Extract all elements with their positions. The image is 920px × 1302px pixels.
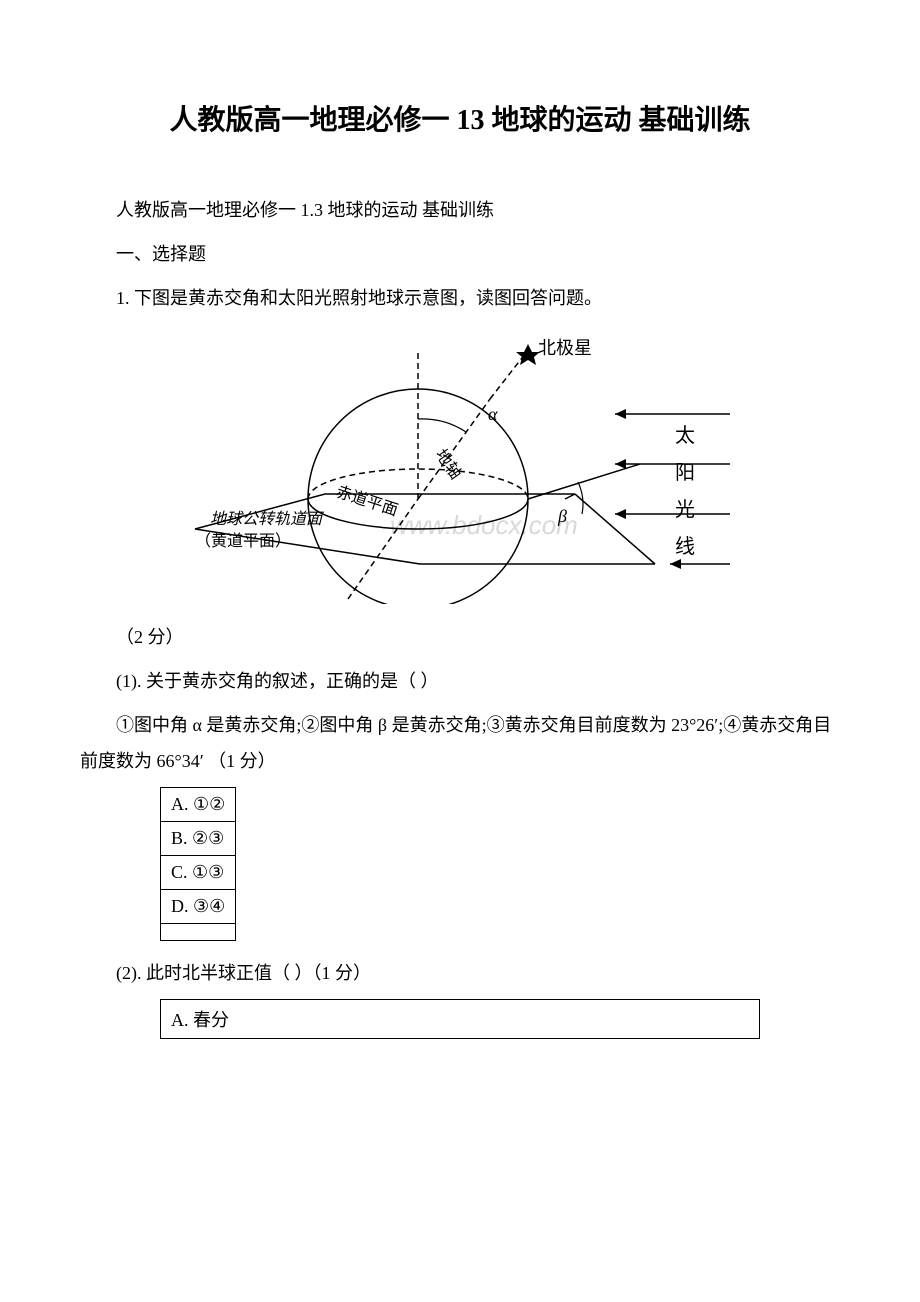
sun-label-1: 太	[675, 424, 695, 447]
q1-1-option-b: B. ②③	[161, 822, 236, 856]
q1-1-option-d: D. ③④	[161, 890, 236, 924]
axis-upper-out	[490, 354, 525, 399]
sun-label-2: 阳	[675, 461, 695, 484]
watermark-text: www.bdocx.com	[390, 510, 578, 540]
equator-plane-label: 赤道平面	[334, 483, 400, 520]
orbit-plane-label: 地球公转轨道面	[210, 510, 325, 528]
sun-label-4: 线	[675, 535, 695, 558]
axis-upper-in	[418, 399, 490, 499]
q1-1-options-table: A. ①② B. ②③ C. ①③ D. ③④	[160, 787, 236, 941]
q1-1-option-a: A. ①②	[161, 788, 236, 822]
beta-label: β	[557, 506, 567, 526]
q1-2-stem: (2). 此时北半球正值（ ）（1 分）	[80, 955, 840, 991]
sun-arrow-1-head	[615, 409, 626, 419]
q1-points: （2 分）	[80, 619, 840, 655]
ecliptic-right-line	[575, 494, 655, 564]
q1-stem: 1. 下图是黄赤交角和太阳光照射地球示意图，读图回答问题。	[80, 280, 840, 316]
polaris-label: 北极星	[538, 338, 592, 358]
polaris-star-icon	[516, 344, 540, 365]
equator-plane-extension	[528, 464, 640, 499]
page-title: 人教版高一地理必修一 13 地球的运动 基础训练	[80, 100, 840, 142]
q1-1-option-c: C. ①③	[161, 856, 236, 890]
sun-label-3: 光	[675, 498, 695, 521]
alpha-label: α	[488, 404, 498, 424]
diagram: www.bdocx.com 北极星	[80, 324, 840, 609]
sun-arrow-3-head	[615, 509, 626, 519]
alpha-arc	[418, 419, 466, 432]
axis-label: 地轴	[432, 446, 465, 483]
q1-2-option-a: A. 春分	[161, 1000, 760, 1039]
q1-1-option-empty	[161, 924, 236, 941]
q1-1-stem: (1). 关于黄赤交角的叙述，正确的是（ ）	[80, 663, 840, 699]
sun-arrow-4-head	[670, 559, 681, 569]
subtitle: 人教版高一地理必修一 1.3 地球的运动 基础训练	[80, 192, 840, 228]
ecliptic-plane-label: （黄道平面）	[195, 532, 291, 550]
sun-arrow-2-head	[615, 459, 626, 469]
section-heading: 一、选择题	[80, 236, 840, 272]
q1-2-options-table: A. 春分	[160, 999, 760, 1039]
q1-1-desc: ①图中角 α 是黄赤交角;②图中角 β 是黄赤交角;③黄赤交角目前度数为 23°…	[80, 707, 840, 779]
